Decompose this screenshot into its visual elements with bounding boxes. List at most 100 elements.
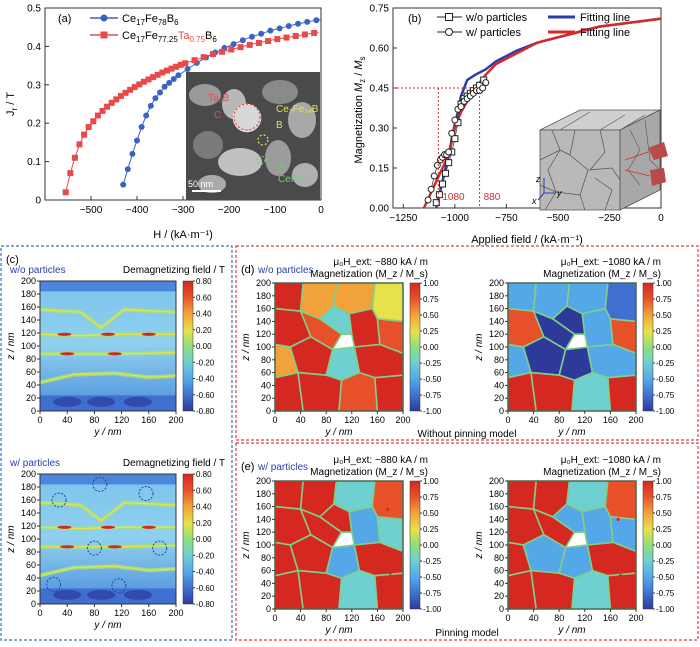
demag-band [40, 281, 176, 292]
panel-a-inset-micrograph: 50 nm Ta₂B C Ce₂Fe₁₄B B A CeFe₂ [186, 72, 320, 200]
colorbar-tick-label: 0.40 [196, 503, 212, 512]
inset-label-c: C [214, 110, 221, 121]
grain [604, 480, 637, 521]
colorbar-tick-label: 0.50 [423, 509, 439, 518]
y-tick-label: 40 [494, 380, 504, 390]
y-tick-label: 120 [21, 328, 36, 338]
colorbar-tick-label: 0.50 [423, 311, 439, 320]
pinning-particle [616, 517, 620, 522]
y-tick-label: 140 [256, 316, 271, 326]
colorbar [182, 473, 194, 605]
legend-fitting-line-red: Fitting line [580, 27, 630, 39]
x-tick-label: 160 [603, 415, 618, 425]
particle-circle [138, 486, 154, 501]
data-point [442, 169, 450, 177]
colorbar-tick-label: 0.60 [196, 486, 212, 495]
x-tick-label: 80 [89, 415, 99, 425]
data-point [265, 38, 272, 45]
x-tick-label: 120 [114, 608, 129, 618]
x-tick-label: 40 [296, 415, 306, 425]
data-point [301, 31, 308, 38]
x-tick-label: 40 [296, 613, 306, 623]
panel-a-series [62, 17, 322, 196]
data-point [99, 107, 106, 114]
grain [507, 480, 538, 511]
x-tick-label: 0 [658, 213, 664, 224]
y-tick-label: 0.30 [370, 124, 390, 135]
x-tick-label: 80 [554, 613, 564, 623]
y-tick-label: 160 [256, 304, 271, 314]
data-point [445, 159, 453, 167]
inset-label-cefe2: CeFe₂ [278, 174, 306, 185]
grain [530, 569, 576, 610]
y-tick-label: 180 [256, 489, 271, 499]
legend-entry-2: Ce17Fe77.25Ta0.75B6 [122, 30, 217, 44]
panel-a-label: (a) [58, 13, 71, 25]
grain [532, 309, 576, 351]
colorbar-tick-label: 0.75 [656, 295, 672, 304]
panel-e-tag: w/ particles [257, 462, 308, 473]
colorbar-tick-label: -1.00 [423, 407, 442, 416]
colorbar-tick-label: -0.75 [423, 589, 442, 598]
y-axis-label: z / nm [6, 525, 17, 553]
data-point [104, 103, 111, 110]
colorbar-tick-label: 1.00 [656, 279, 672, 288]
grain [338, 569, 379, 610]
panel-b-series: 1080 880 [393, 17, 662, 209]
data-point [311, 29, 318, 36]
y-tick-label: 200 [256, 278, 271, 288]
data-point [113, 96, 120, 103]
data-point [140, 78, 147, 85]
particle-circle [46, 577, 62, 592]
colorbar [642, 480, 654, 610]
x-tick-label: 120 [577, 613, 592, 623]
x-tick-label: −750 [495, 213, 518, 224]
data-point [120, 181, 127, 188]
x-tick-label: −400 [126, 205, 149, 216]
data-point [200, 54, 207, 61]
data-point [161, 83, 168, 90]
y-tick-label: 180 [489, 489, 504, 499]
y-tick-label: 40 [494, 578, 504, 588]
y-axis-label: z / nm [474, 531, 485, 559]
data-point [182, 60, 189, 67]
data-point [304, 18, 311, 25]
panel-b-ylabel: Magnetization Mz / Ms [353, 56, 367, 163]
grain [606, 374, 637, 412]
demag-blob [53, 589, 82, 600]
colorbar-tick-label: -0.40 [196, 375, 215, 384]
triad-y-label: y [556, 188, 562, 198]
data-point [134, 137, 140, 144]
y-axis-label: z / nm [241, 531, 252, 559]
data-point [246, 41, 253, 48]
data-point [90, 118, 97, 125]
panel-d-tag: w/o particles [257, 265, 314, 276]
grain [571, 371, 612, 412]
demag-blob [123, 589, 152, 600]
grain [297, 569, 343, 610]
y-tick-label: 40 [261, 380, 271, 390]
data-point [438, 180, 446, 188]
triad-x-label: x [531, 196, 537, 206]
legend-marker-circle [100, 14, 108, 22]
data-point [136, 81, 143, 88]
x-tick-label: −200 [218, 205, 241, 216]
data-point [124, 166, 131, 173]
y-tick-label: 160 [256, 502, 271, 512]
data-point [274, 36, 281, 43]
demag-background [40, 474, 176, 604]
grain [604, 282, 637, 323]
y-tick-label: 100 [489, 540, 504, 550]
x-tick-label: 0 [505, 415, 510, 425]
data-point [448, 129, 456, 137]
y-tick-label: 200 [21, 469, 36, 479]
x-tick-label: 40 [529, 613, 539, 623]
plot-frame [274, 480, 404, 610]
data-point [430, 172, 438, 180]
y-tick-label: 0 [35, 196, 41, 207]
y-tick-label: 80 [494, 355, 504, 365]
demag-band [40, 474, 176, 485]
inset-scalebar-label: 50 nm [188, 179, 213, 189]
panel-a-xlabel: H / (kA·m⁻¹) [153, 229, 213, 241]
colorbar-tick-label: 0.60 [196, 293, 212, 302]
